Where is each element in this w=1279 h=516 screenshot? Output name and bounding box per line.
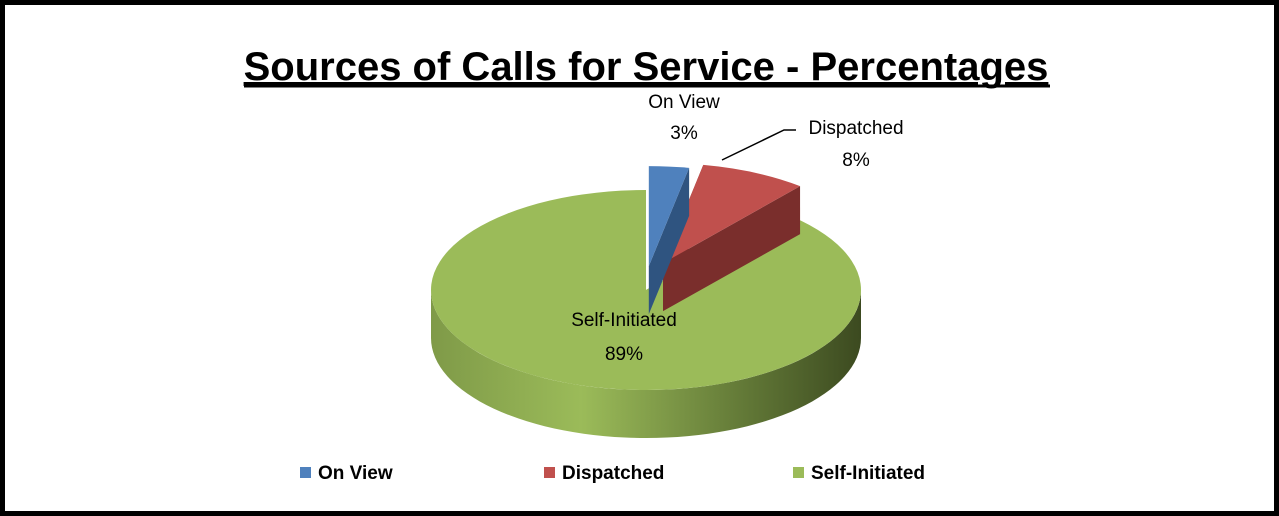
slice-on-view [648,166,690,315]
label-self-initiated-pct: 89% [605,344,643,365]
legend-swatch-self-initiated [793,467,804,478]
pie-slices [431,164,861,438]
label-dispatched-pct: 8% [842,150,870,171]
label-on-view-pct: 3% [670,123,698,144]
slice-wall-dispatched-1 [663,186,801,312]
slice-wall-on-view-1 [648,167,690,315]
slice-dispatched [663,164,801,312]
legend-label-dispatched: Dispatched [562,463,664,484]
label-dispatched-name: Dispatched [808,118,903,139]
slice-top-dispatched [663,164,801,264]
chart-title: Sources of Calls for Service - Percentag… [244,45,1049,89]
dispatched-leader-line [721,129,796,161]
slice-side-self-initiated [431,290,861,438]
legend-label-self-initiated: Self-Initiated [811,463,925,484]
slice-top-on-view [648,166,690,267]
legend-swatch-on-view [300,467,311,478]
legend-swatch-dispatched [544,467,555,478]
legend-label-on-view: On View [318,463,393,484]
legend: On View Dispatched Self-Initiated [300,463,925,484]
label-on-view-name: On View [648,92,720,113]
label-self-initiated-name: Self-Initiated [571,310,677,331]
